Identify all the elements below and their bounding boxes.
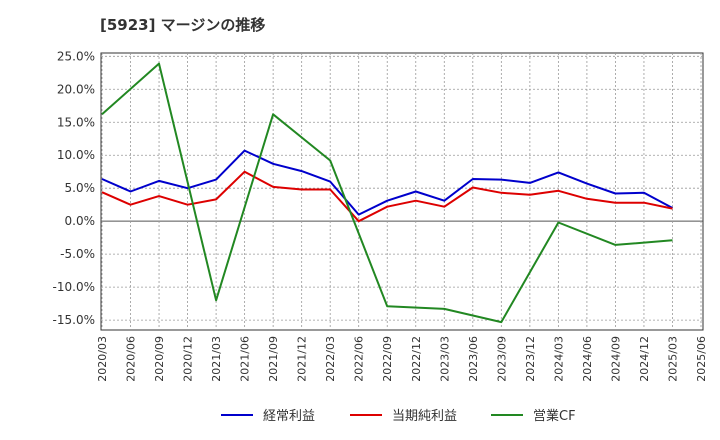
x-tick-label: 2024/12 [638,336,651,382]
series-line [101,170,673,223]
y-tick-label: -15.0% [53,313,95,327]
x-tick-label: 2023/12 [524,336,537,382]
x-tick-label: 2020/06 [125,336,138,382]
x-tick-label: 2025/06 [695,336,708,382]
x-tick-label: 2024/06 [581,336,594,382]
x-tick-label: 2022/03 [324,336,337,382]
x-tick-label: 2022/12 [410,336,423,382]
x-tick-label: 2021/12 [296,336,309,382]
x-tick-label: 2021/03 [210,336,223,382]
y-tick-label: -5.0% [60,247,95,261]
y-tick-label: 25.0% [57,49,95,63]
y-tick-label: -10.0% [53,280,95,294]
y-tick-label: 10.0% [57,148,95,162]
y-tick-label: 5.0% [65,181,96,195]
series-line [101,149,673,216]
x-tick-label: 2023/09 [495,336,508,382]
x-tick-label: 2025/03 [666,336,679,382]
plot-area [100,52,704,331]
legend-label: 営業CF [533,408,576,424]
x-tick-label: 2024/03 [552,336,565,382]
x-tick-label: 2024/09 [609,336,622,382]
x-tick-label: 2023/03 [438,336,451,382]
x-tick-label: 2023/06 [467,336,480,382]
series-line [101,62,673,324]
x-tick-label: 2020/03 [96,336,109,382]
y-tick-label: 0.0% [65,214,96,228]
legend-label: 経常利益 [263,409,315,424]
y-tick-label: 20.0% [57,82,95,96]
legend-label: 当期純利益 [392,409,457,424]
x-tick-label: 2020/12 [182,336,195,382]
x-tick-label: 2021/09 [267,336,280,382]
x-tick-label: 2021/06 [239,336,252,382]
chart-title: [5923] マージンの推移 [100,16,266,34]
x-tick-label: 2022/06 [353,336,366,382]
x-tick-label: 2022/09 [381,336,394,382]
y-tick-label: 15.0% [57,115,95,129]
x-tick-label: 2020/09 [153,336,166,382]
